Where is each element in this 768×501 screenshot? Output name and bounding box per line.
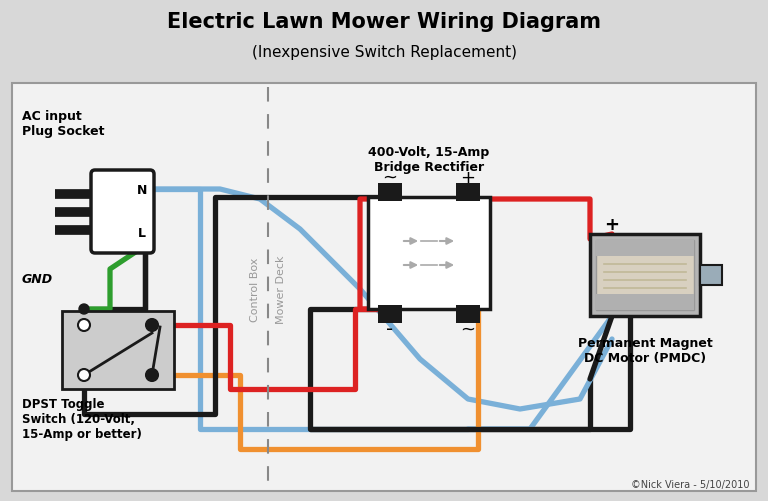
Bar <box>12 84 756 491</box>
Circle shape <box>147 320 157 330</box>
Circle shape <box>147 370 157 380</box>
Circle shape <box>78 319 90 331</box>
Text: L: L <box>138 227 146 240</box>
Bar <box>0 0 768 80</box>
Circle shape <box>146 369 158 381</box>
Circle shape <box>79 305 89 314</box>
Text: (Inexpensive Switch Replacement): (Inexpensive Switch Replacement) <box>251 45 517 60</box>
Bar <box>368 197 490 310</box>
Text: Electric Lawn Mower Wiring Diagram: Electric Lawn Mower Wiring Diagram <box>167 12 601 32</box>
Text: -: - <box>386 320 393 339</box>
Text: ©Nick Viera - 5/10/2010: ©Nick Viera - 5/10/2010 <box>631 479 750 489</box>
Text: 400-Volt, 15-Amp
Bridge Rectifier: 400-Volt, 15-Amp Bridge Rectifier <box>369 146 490 174</box>
Bar <box>590 234 700 316</box>
Bar <box>378 306 402 323</box>
Text: +: + <box>461 169 475 187</box>
Bar <box>62 312 174 389</box>
FancyBboxPatch shape <box>91 171 154 254</box>
Text: Permanent Magnet
DC Motor (PMDC): Permanent Magnet DC Motor (PMDC) <box>578 336 713 364</box>
Text: N: N <box>137 184 147 197</box>
Bar <box>456 184 480 201</box>
Text: GND: GND <box>22 273 53 286</box>
Bar <box>456 306 480 323</box>
Circle shape <box>146 319 158 331</box>
Text: ~: ~ <box>382 169 398 187</box>
Bar <box>596 240 694 257</box>
Bar <box>700 266 722 286</box>
Bar <box>596 295 694 311</box>
Circle shape <box>78 369 90 381</box>
Text: Control Box: Control Box <box>250 258 260 322</box>
Bar <box>596 240 694 311</box>
Text: Mower Deck: Mower Deck <box>276 255 286 324</box>
Text: ~: ~ <box>461 320 475 338</box>
Text: DPST Toggle
Switch (120-Volt,
15-Amp or better): DPST Toggle Switch (120-Volt, 15-Amp or … <box>22 397 142 440</box>
Bar <box>378 184 402 201</box>
Text: +: + <box>604 215 620 233</box>
Text: AC input
Plug Socket: AC input Plug Socket <box>22 110 104 138</box>
